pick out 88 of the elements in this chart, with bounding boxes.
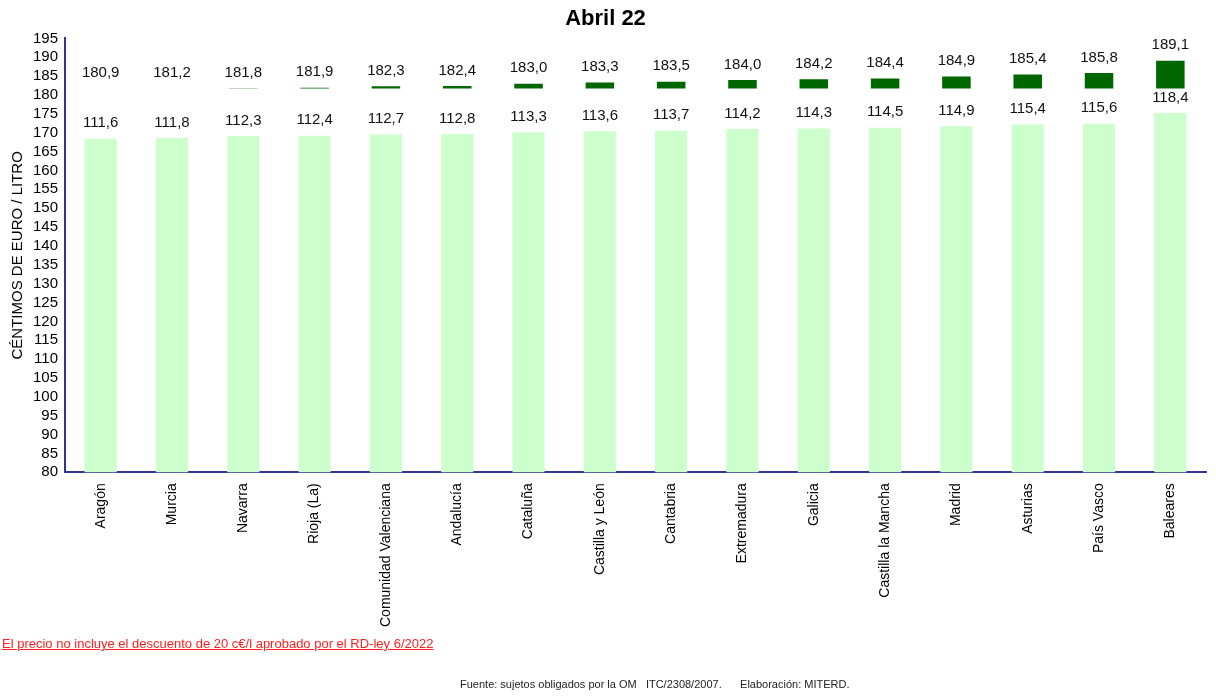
x-tick-label: Rioja (La)	[305, 483, 322, 544]
y-tick-label: 105	[33, 368, 59, 386]
y-tick-label: 155	[33, 179, 59, 197]
data-label: 185,8	[1080, 47, 1118, 65]
y-tick-label: 175	[33, 104, 59, 121]
data-label: 184,9	[937, 51, 976, 69]
data-label: 181,9	[295, 62, 334, 80]
data-label: 113,7	[652, 105, 690, 123]
y-tick-label: 100	[33, 386, 59, 404]
x-tick-label: Galicia	[804, 483, 821, 527]
data-label: 111,8	[154, 112, 190, 130]
data-label: 182,3	[367, 60, 405, 78]
y-tick-label: 110	[34, 349, 59, 367]
y-axis-title: CÉNTIMOS DE EURO / LITRO	[8, 151, 26, 360]
data-label: 113,6	[581, 105, 619, 123]
bar	[1013, 74, 1042, 89]
data-label: 189,1	[1151, 35, 1190, 53]
x-tick-label: País Vasco	[1089, 483, 1106, 554]
data-label: 112,8	[439, 108, 476, 126]
y-tick-label: 135	[33, 254, 59, 272]
text: El precio no incluye el descuento de 20 c€/l aprobado por el RD-ley 6/2022	[2, 636, 434, 651]
bar	[514, 83, 543, 89]
x-tick-label: Aragón	[91, 483, 108, 529]
x-tick-label: Madrid	[947, 483, 964, 527]
text: 180,9	[81, 63, 120, 81]
y-tick-label: 145	[33, 217, 59, 235]
x-tick-label: Navarra	[234, 483, 251, 534]
bar	[1156, 60, 1185, 89]
x-tick-label: Cataluña	[519, 483, 536, 540]
data-label: 112,3	[225, 110, 262, 128]
y-tick-label: 150	[33, 198, 59, 216]
bar	[371, 86, 401, 89]
y-tick-label: 185	[33, 66, 59, 84]
data-label: 115,4	[1009, 99, 1046, 117]
data-label: 184,4	[866, 53, 904, 71]
x-tick-label: Comunidad Valenciana	[376, 483, 393, 628]
data-label: 183,3	[581, 57, 619, 75]
data-label: 115,6	[1080, 98, 1118, 116]
y-tick-label: 180	[33, 85, 59, 103]
text: 181,2	[153, 63, 191, 81]
bar	[1084, 73, 1114, 89]
data-label: 113,3	[510, 106, 547, 124]
data-label: 185,4	[1008, 49, 1047, 67]
x-tick-label: Murcia	[162, 483, 179, 526]
bar	[656, 81, 686, 89]
x-tick-label: Castilla y León	[590, 483, 607, 576]
data-label: 114,3	[795, 103, 833, 121]
data-label: 183,0	[509, 58, 548, 76]
y-tick-label: 85	[41, 443, 59, 461]
x-tick-label: Andalucía	[448, 483, 465, 546]
y-tick-label: 130	[33, 273, 59, 291]
bar	[799, 79, 829, 89]
chart-title: Abril 22	[565, 5, 646, 31]
y-tick-label: 120	[33, 311, 59, 329]
data-label: 183,5	[652, 56, 690, 74]
x-tick-label: Extremadura	[733, 483, 750, 564]
y-tick-label: 140	[33, 236, 59, 254]
y-tick-label: 160	[33, 160, 59, 178]
x-tick-label: Asturias	[1018, 483, 1035, 534]
bar	[728, 79, 757, 89]
data-label: 114,5	[866, 102, 904, 120]
x-tick-label: Cantabria	[662, 483, 679, 544]
y-tick-label: 95	[41, 405, 59, 423]
bar	[585, 82, 615, 89]
x-tick-label: Baleares	[1161, 483, 1178, 539]
data-label: 118,4	[1152, 87, 1189, 105]
data-label: 182,4	[438, 60, 477, 78]
data-label: 181,8	[224, 62, 263, 80]
y-tick-label: 170	[33, 122, 59, 140]
bar	[442, 85, 472, 89]
y-tick-label: 90	[41, 424, 59, 442]
y-tick-label: 80	[41, 462, 59, 480]
y-tick-label: 125	[33, 292, 59, 310]
data-label: 112,4	[296, 110, 333, 128]
data-label: 184,0	[723, 54, 762, 72]
data-label: 111,6	[83, 113, 119, 131]
data-label: 114,2	[724, 103, 761, 121]
y-tick-label: 195	[33, 28, 59, 46]
data-label: 112,7	[367, 109, 405, 127]
y-tick-label: 115	[34, 330, 59, 348]
bar	[942, 76, 971, 89]
bar	[870, 78, 900, 89]
data-label: 114,9	[938, 100, 975, 118]
data-label: 184,2	[795, 53, 833, 71]
y-tick-label: 165	[33, 141, 59, 159]
source-note: Fuente: sujetos obligados por la OM ITC/2308/2007. Elaboración: MITERD.	[460, 678, 850, 690]
x-tick-label: Castilla la Mancha	[875, 483, 892, 598]
y-tick-label: 190	[33, 47, 59, 65]
